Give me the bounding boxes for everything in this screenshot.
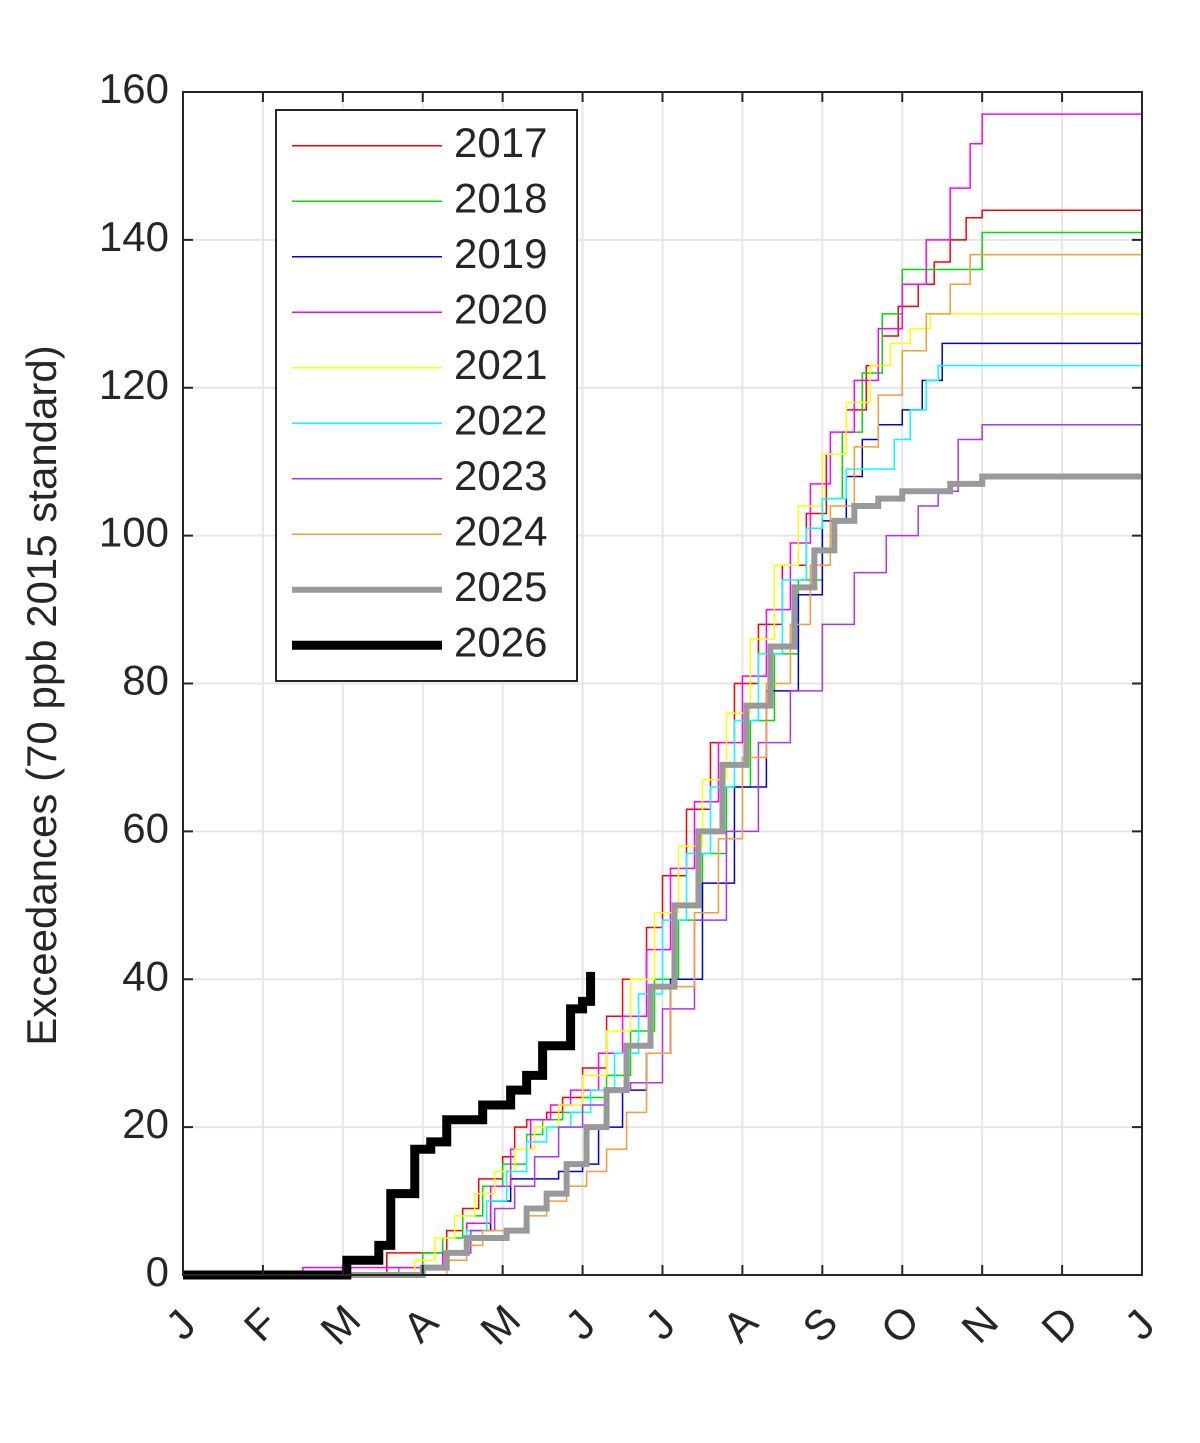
x-tick-label: J <box>556 1301 604 1349</box>
y-tick-label: 160 <box>99 65 169 112</box>
series-line-2021 <box>183 313 1142 1276</box>
y-tick-label: 0 <box>146 1248 169 1295</box>
y-tick-label: 40 <box>122 952 169 999</box>
y-tick-label: 100 <box>99 509 169 556</box>
legend-label-2017: 2017 <box>454 119 547 166</box>
x-tick-label: M <box>471 1296 529 1354</box>
legend-label-2018: 2018 <box>454 174 547 221</box>
series-line-2026 <box>183 971 596 1280</box>
legend-box <box>275 109 578 682</box>
series-line-2019 <box>183 342 1142 1276</box>
series-line-2024 <box>183 253 1142 1276</box>
y-axis-label: Exceedances (70 ppb 2015 standard) <box>18 345 65 1046</box>
y-tick-label: 80 <box>122 657 169 704</box>
legend-label-2019: 2019 <box>454 230 547 277</box>
legend-label-2024: 2024 <box>454 507 547 554</box>
legend-label-2020: 2020 <box>454 285 547 332</box>
x-tick-label: S <box>793 1298 846 1351</box>
series-line-2025 <box>183 473 1142 1278</box>
x-tick-label: N <box>952 1297 1007 1352</box>
x-tick-label: J <box>1116 1301 1164 1349</box>
y-tick-label: 120 <box>99 361 169 408</box>
legend-label-2021: 2021 <box>454 341 547 388</box>
legend: 2017 2018 2019 2020 2021 2022 2023 2024 2025 2026 <box>275 109 578 682</box>
series-line-2022 <box>183 364 1142 1276</box>
legend-label-2023: 2023 <box>454 452 547 499</box>
y-tick-label: 140 <box>99 213 169 260</box>
x-tick-label: F <box>235 1299 286 1350</box>
series-lines <box>183 113 1142 1280</box>
y-tick-label: 20 <box>122 1100 169 1147</box>
legend-label-2022: 2022 <box>454 396 547 443</box>
series-line-2020 <box>183 113 1142 1276</box>
x-tick-label: J <box>157 1301 205 1349</box>
x-tick-label: J <box>636 1301 684 1349</box>
x-tick-label: A <box>394 1298 447 1351</box>
x-tick-label: D <box>1032 1297 1087 1352</box>
y-tick-label: 60 <box>122 804 169 851</box>
legend-label-2025: 2025 <box>454 563 547 610</box>
x-tick-label: O <box>872 1296 928 1352</box>
x-tick-label: A <box>713 1298 766 1351</box>
x-tick-label: M <box>311 1296 369 1354</box>
legend-label-2026: 2026 <box>454 618 547 665</box>
